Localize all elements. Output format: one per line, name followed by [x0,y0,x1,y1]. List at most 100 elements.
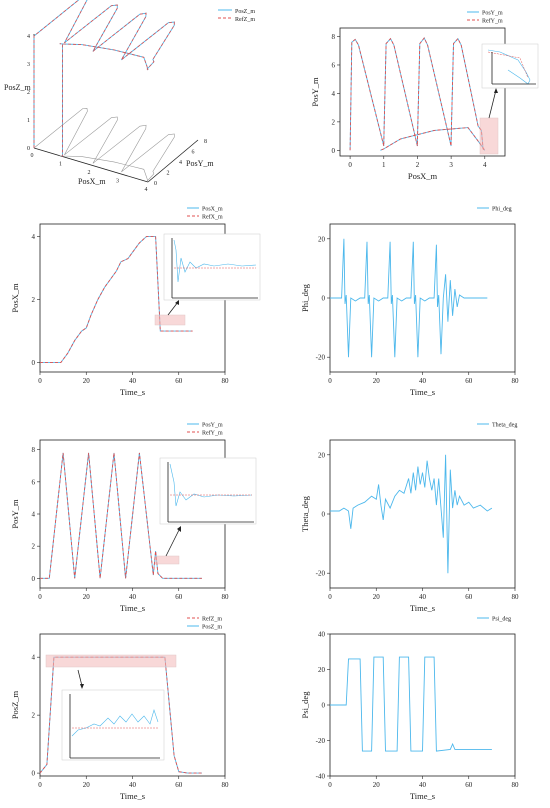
posz-x-tick-label: 60 [175,781,183,789]
legend-3d-label-1: PosZ_m [235,9,255,15]
3d-x-tick-label: 2 [88,170,91,176]
posx-y-tick-label: 2 [32,296,36,304]
xy-y-tick-label: 6 [332,61,336,69]
xy-plot-frame [339,27,506,157]
3d-z-tick-label: 2 [27,90,30,96]
xy-inset [481,43,539,89]
posy-legend-label: RefY_m [202,430,223,437]
posx-x-tick-label: 60 [175,377,183,385]
posy-y-tick-label: 6 [32,478,36,486]
posz-x-tick-label: 40 [129,781,137,789]
posx-x-tick-label: 20 [83,377,91,385]
posy-y-tick-label: 2 [32,543,36,551]
posz-inset [61,689,165,761]
posx-inset [163,233,261,301]
phi-series-actual [330,238,488,358]
3d-zlabel: PosZ_m [4,83,31,92]
xy-y-tick-label: 8 [332,33,336,41]
3d-floor-projection [33,107,175,183]
theta-ylabel: Theta_deg [300,495,310,532]
xy-x-tick-label: 0 [348,161,352,169]
xy-legend-label: RefY_m [482,18,503,25]
posy-zoom-arrow [165,527,181,557]
xy-ylabel: PosY_m [310,77,320,107]
posz-legend-label: RefZ_m [202,616,222,623]
posy-series-reference [40,452,202,579]
posx-y-tick-label: 0 [32,359,36,367]
posz-x-tick-label: 0 [38,781,42,789]
3d-y-tick-label: 6 [192,150,195,156]
3d-x-tick-label: 3 [116,179,119,185]
posz-y-tick-label: 4 [32,654,36,662]
posy-x-tick-label: 80 [222,593,230,601]
posy-legend-label: PosY_m [202,423,223,429]
legend-3d: PosZ_m RefZ_m [218,9,255,23]
theta-y-tick-label: 0 [322,511,326,519]
3d-y-tick-label: 8 [204,139,207,145]
phi-y-tick-label: 20 [318,235,326,243]
xy-series-reference [349,37,486,151]
posx-zoom-arrow [167,301,179,316]
xy-y-tick-label: 4 [332,90,336,98]
posy-xlabel: Time_s [120,603,145,613]
xy-y-tick-label: 0 [332,147,336,155]
psi-plot-frame [329,633,516,777]
xy-x-tick-label: 2 [416,161,420,169]
theta-x-tick-label: 20 [373,593,381,601]
theta-y-tick-label: -20 [316,570,326,578]
posy-y-tick-label: 8 [32,446,36,454]
phi-legend-label: Phi_deg [492,207,512,213]
theta-x-tick-label: 0 [328,593,332,601]
3d-x-tick-label: 0 [31,153,34,159]
posz-zoom-highlight [45,654,177,668]
3d-z-tick-label: 0 [27,146,30,152]
psi-legend-label: Psi_deg [492,617,511,623]
3d-z-tick-label: 4 [27,34,30,40]
posy-x-tick-label: 0 [38,593,42,601]
phi-ylabel: Phi_deg [300,283,310,312]
posz-legend-label: PosZ_m [202,625,222,631]
posy-ylabel: PosY_m [10,499,20,529]
psi-x-tick-label: 80 [512,781,520,789]
xy-zoom-highlight [479,117,499,155]
posx-xlabel: Time_s [120,387,145,397]
panel-theta: 0 20 40 60 80 -20 0 20 Time_s Theta_deg Theta_deg [300,423,519,614]
3d-x-tick-label: 4 [145,187,148,193]
psi-y-tick-label: 40 [318,631,326,639]
posy-zoom-highlight [154,555,180,565]
3d-xlabel: PosX_m [78,177,106,186]
panel-phi: 0 20 40 60 80 -20 0 20 Time_s Phi_deg Phi_deg [300,207,519,398]
phi-x-tick-label: 0 [328,377,332,385]
posy-x-tick-label: 40 [129,593,137,601]
theta-legend-label: Theta_deg [492,423,517,429]
posx-legend-label: RefX_m [202,214,223,221]
3d-y-tick-label: 0 [154,181,157,187]
posy-x-tick-label: 60 [175,593,183,601]
posy-x-tick-label: 20 [83,593,91,601]
phi-x-tick-label: 80 [512,377,520,385]
psi-x-tick-label: 0 [328,781,332,789]
legend-3d-label-2: RefZ_m [235,16,255,23]
posx-x-tick-label: 80 [222,377,230,385]
psi-ylabel: Psi_deg [300,691,310,719]
theta-xlabel: Time_s [410,603,435,613]
posy-inset [159,457,257,525]
xy-y-tick-label: 2 [332,118,336,126]
phi-xlabel: Time_s [410,387,435,397]
3d-series-actual [33,0,175,148]
3d-series-reference [33,0,175,148]
posz-zoom-arrow [77,669,83,687]
psi-y-tick-label: -40 [316,773,326,781]
theta-series-actual [330,454,493,574]
posx-x-tick-label: 0 [38,377,42,385]
3d-axes [33,34,199,183]
psi-x-tick-label: 40 [419,781,427,789]
psi-y-tick-label: -20 [316,737,326,745]
posz-x-tick-label: 80 [222,781,230,789]
psi-y-tick-label: 20 [318,666,326,674]
phi-y-tick-label: -20 [316,354,326,362]
theta-plot-frame [329,439,516,589]
